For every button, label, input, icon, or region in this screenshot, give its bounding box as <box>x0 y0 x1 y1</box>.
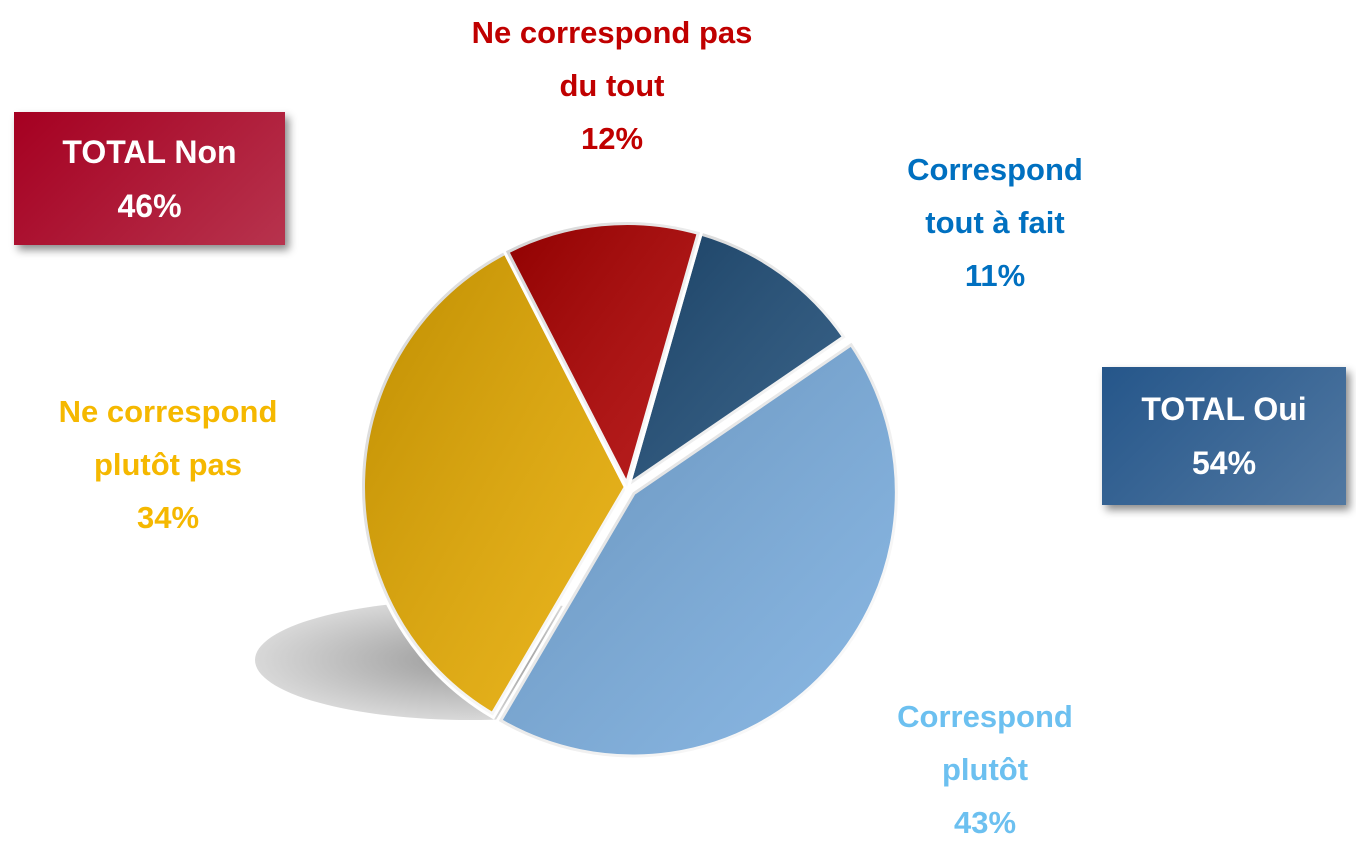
slice-sheen <box>362 251 627 716</box>
total-title: TOTAL Oui <box>1141 391 1307 427</box>
slice-label: Correspond tout à fait 11% <box>880 143 1110 302</box>
slice-label: Ne correspond pas du tout 12% <box>467 6 757 165</box>
slice-label: Ne correspond plutôt pas 34% <box>23 385 313 544</box>
slice-value: 43% <box>953 805 1017 840</box>
slice-value: 11% <box>964 258 1026 293</box>
total-value: 46% <box>117 187 182 224</box>
slice-label: Correspond plutôt 43% <box>870 690 1100 849</box>
total-box: TOTAL Oui 54% <box>1102 367 1346 505</box>
slice-category: Correspond plutôt <box>897 699 1073 787</box>
slice-category: Ne correspond plutôt pas <box>58 394 278 482</box>
slice-sheen <box>505 222 701 488</box>
slice-category: Ne correspond pas du tout <box>471 15 753 103</box>
page: Correspond tout à fait 11% Correspond plut… <box>14 6 1346 840</box>
slice-value: 34% <box>136 500 200 535</box>
total-title: TOTAL Non <box>62 133 237 170</box>
slice-sheen <box>627 232 846 487</box>
pie <box>359 219 901 761</box>
slice-value: 12% <box>580 121 644 156</box>
total-value: 54% <box>1191 445 1257 481</box>
slice-sheen <box>498 342 898 758</box>
slice-category: Correspond tout à fait <box>907 152 1083 240</box>
total-box: TOTAL Non 46% <box>14 112 285 245</box>
chart <box>255 219 901 761</box>
